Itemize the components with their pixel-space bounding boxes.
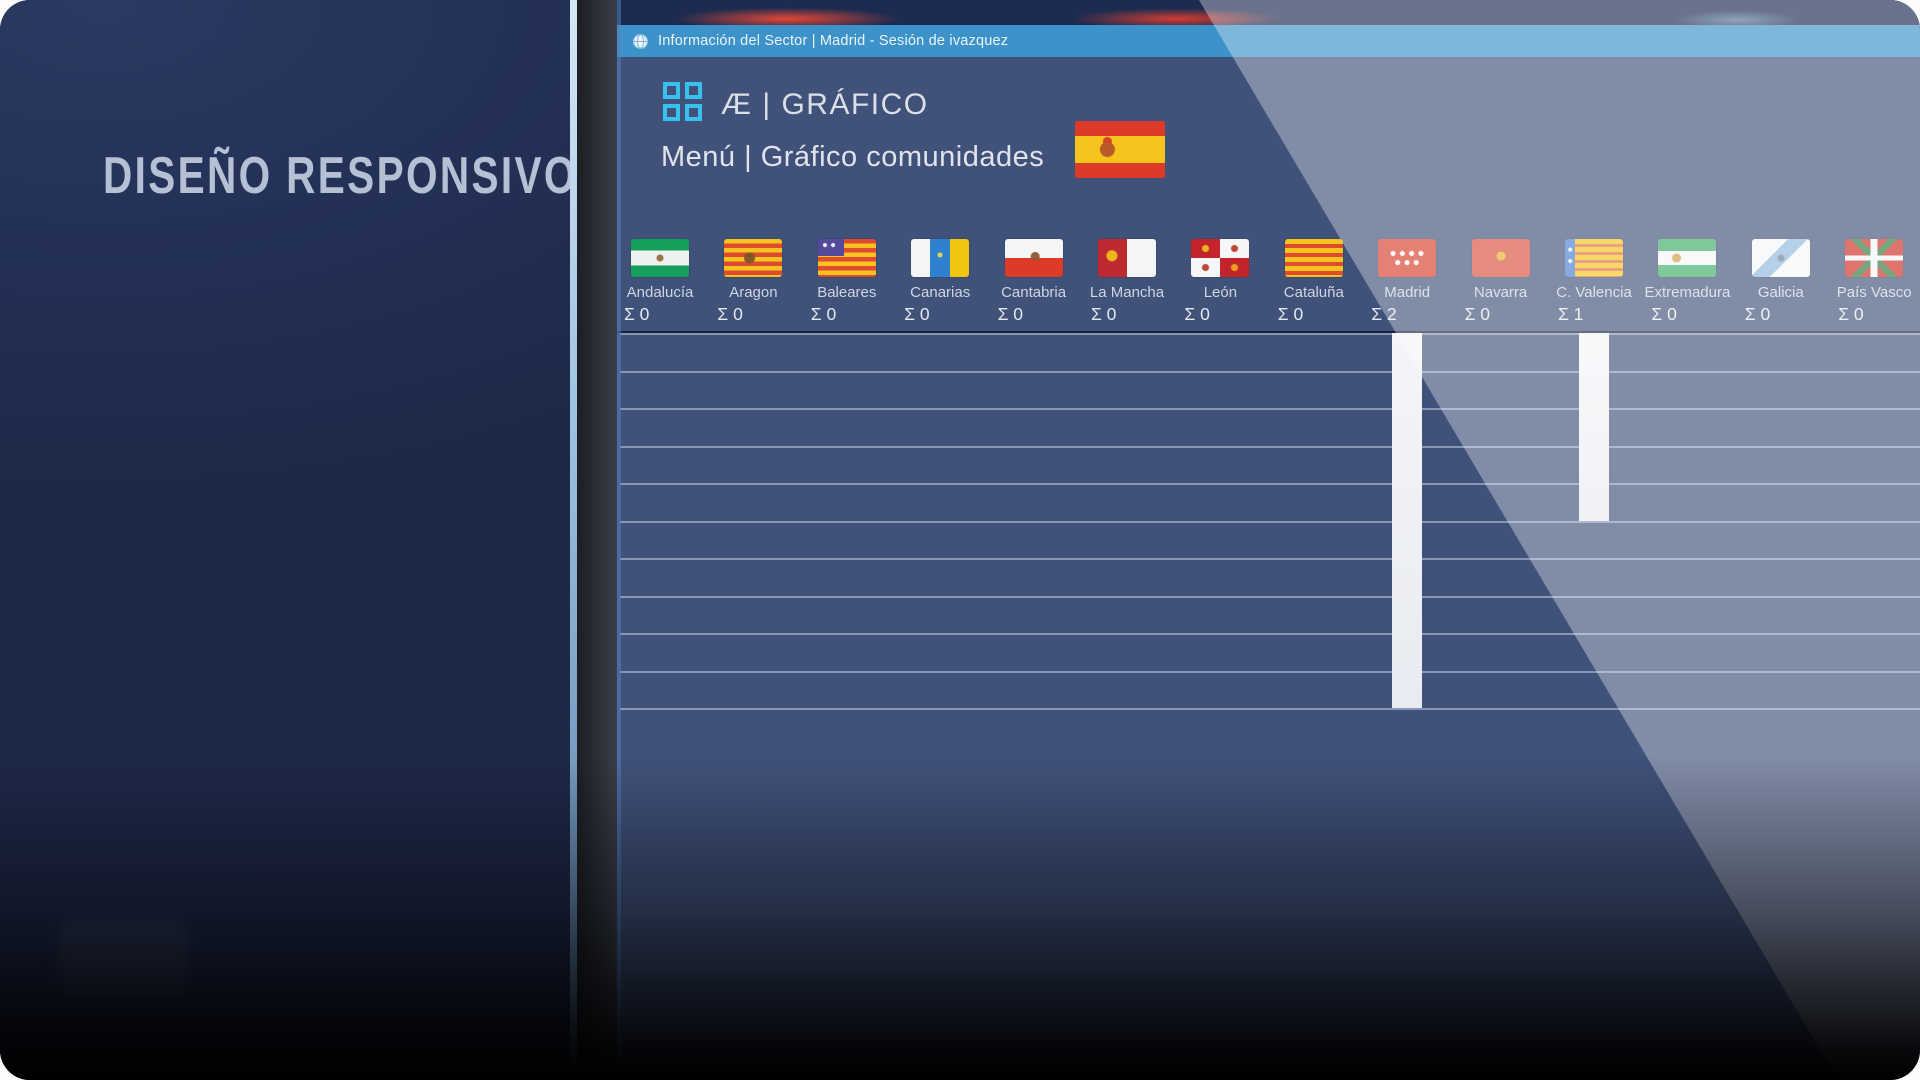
globe-icon <box>633 33 648 49</box>
community-cataluna[interactable]: Cataluña Σ 0 <box>1267 239 1361 325</box>
gridline <box>620 483 1920 485</box>
community-sum: Σ 0 <box>904 304 930 324</box>
cataluna-flag-icon <box>1284 239 1343 277</box>
community-name: Andalucía <box>626 284 694 301</box>
community-cantabria[interactable]: Cantabria Σ 0 <box>987 239 1081 325</box>
gridline <box>620 558 1920 560</box>
community-sum: Σ 0 <box>717 304 743 324</box>
gridline <box>620 595 1920 598</box>
breadcrumb[interactable]: Menú | Gráfico comunidades <box>661 141 1045 173</box>
gridline <box>620 370 1920 373</box>
chart-area <box>617 333 1920 713</box>
community-leon[interactable]: León Σ 0 <box>1173 239 1267 325</box>
window-title: Información del Sector | Madrid - Sesión… <box>658 33 1009 49</box>
community-canarias[interactable]: Canarias Σ 0 <box>893 239 987 325</box>
community-aragon[interactable]: Aragon Σ 0 <box>706 239 800 325</box>
canarias-flag-icon <box>911 239 970 277</box>
community-sum: Σ 0 <box>1744 304 1771 324</box>
community-sum: Σ 0 <box>997 304 1024 324</box>
grid-icon-cell <box>663 104 680 121</box>
community-baleares[interactable]: Baleares Σ 0 <box>800 239 894 325</box>
device-edge-highlight <box>570 0 577 1080</box>
community-name: León <box>1203 284 1238 301</box>
community-sum: Σ 0 <box>1277 304 1304 324</box>
community-andalucia[interactable]: Andalucía Σ 0 <box>613 239 707 325</box>
window-titlebar[interactable]: Información del Sector | Madrid - Sesión… <box>617 25 1920 57</box>
community-paisvasco[interactable]: País Vasco Σ 0 <box>1827 239 1920 325</box>
community-name: Aragon <box>729 284 778 301</box>
community-sum: Σ 0 <box>1091 304 1117 324</box>
aragon-flag-icon <box>724 239 783 277</box>
extremadura-flag-icon <box>1658 239 1717 277</box>
community-sum: Σ 0 <box>810 304 837 324</box>
app-content: Æ | GRÁFICO Menú | Gráfico comunidades A… <box>617 57 1920 1080</box>
navarra-flag-icon <box>1471 239 1530 277</box>
bar-valencia <box>1579 333 1609 521</box>
communities-row: Andalucía Σ 0 Aragon Σ 0 Baleares Σ 0 Canarias… <box>617 239 1920 331</box>
community-sum: Σ 1 <box>1558 304 1584 324</box>
gridline <box>620 633 1920 635</box>
promo-panel: DISEÑO RESPONSIVO <box>0 0 575 1080</box>
valencia-flag-icon <box>1565 239 1623 277</box>
bar-madrid <box>1392 333 1423 708</box>
blurred-artifact <box>58 918 188 998</box>
cantabria-flag-icon <box>1004 239 1063 277</box>
community-name: Canarias <box>910 284 971 301</box>
community-name: Cantabria <box>1001 284 1067 301</box>
community-sum: Σ 0 <box>1464 304 1491 324</box>
community-name: Madrid <box>1384 284 1431 301</box>
leon-flag-icon <box>1191 239 1250 277</box>
lamancha-flag-icon <box>1098 239 1156 277</box>
gridline <box>620 445 1920 448</box>
device-bezel <box>577 0 617 1080</box>
community-navarra[interactable]: Navarra Σ 0 <box>1454 239 1548 325</box>
madrid-flag-icon <box>1378 239 1437 277</box>
gridline <box>620 520 1920 523</box>
background-strip <box>617 0 1920 25</box>
community-sum: Σ 0 <box>1651 304 1677 324</box>
grid-icon-cell <box>685 104 702 121</box>
andalucia-flag-icon <box>631 239 689 277</box>
community-galicia[interactable]: Galicia Σ 0 <box>1734 239 1828 325</box>
community-sum: Σ 2 <box>1371 304 1397 324</box>
grid-icon-cell <box>685 82 702 99</box>
community-name: Cataluña <box>1283 284 1344 301</box>
gridline <box>620 408 1920 410</box>
app-title: Æ | GRÁFICO <box>721 88 929 121</box>
community-name: País Vasco <box>1836 284 1912 301</box>
community-sum: Σ 0 <box>1184 304 1210 324</box>
spain-flag-icon[interactable] <box>1075 121 1165 178</box>
window-left-edge <box>617 0 621 1080</box>
baleares-flag-icon <box>817 239 876 277</box>
paisvasco-flag-icon <box>1845 239 1904 277</box>
community-madrid[interactable]: Madrid Σ 2 <box>1360 239 1454 325</box>
community-name: Baleares <box>817 284 877 301</box>
gridline <box>620 708 1920 710</box>
gridline <box>620 333 1920 335</box>
app-window: Información del Sector | Madrid - Sesión… <box>617 0 1920 1080</box>
community-extremadura[interactable]: Extremadura Σ 0 <box>1640 239 1734 325</box>
grid-icon-cell <box>663 82 680 99</box>
gridline <box>620 670 1920 673</box>
community-sum: Σ 0 <box>1838 304 1864 324</box>
community-valencia[interactable]: C. Valencia Σ 1 <box>1547 239 1641 325</box>
community-name: Extremadura <box>1644 284 1731 301</box>
community-name: Galicia <box>1757 284 1804 301</box>
galicia-flag-icon <box>1751 239 1810 277</box>
community-lamancha[interactable]: La Mancha Σ 0 <box>1080 239 1174 325</box>
community-name: Navarra <box>1473 284 1528 301</box>
grid-icon[interactable] <box>663 82 706 125</box>
community-name: La Mancha <box>1089 284 1165 301</box>
community-name: C. Valencia <box>1556 284 1632 301</box>
promo-caption: DISEÑO RESPONSIVO <box>103 147 578 205</box>
